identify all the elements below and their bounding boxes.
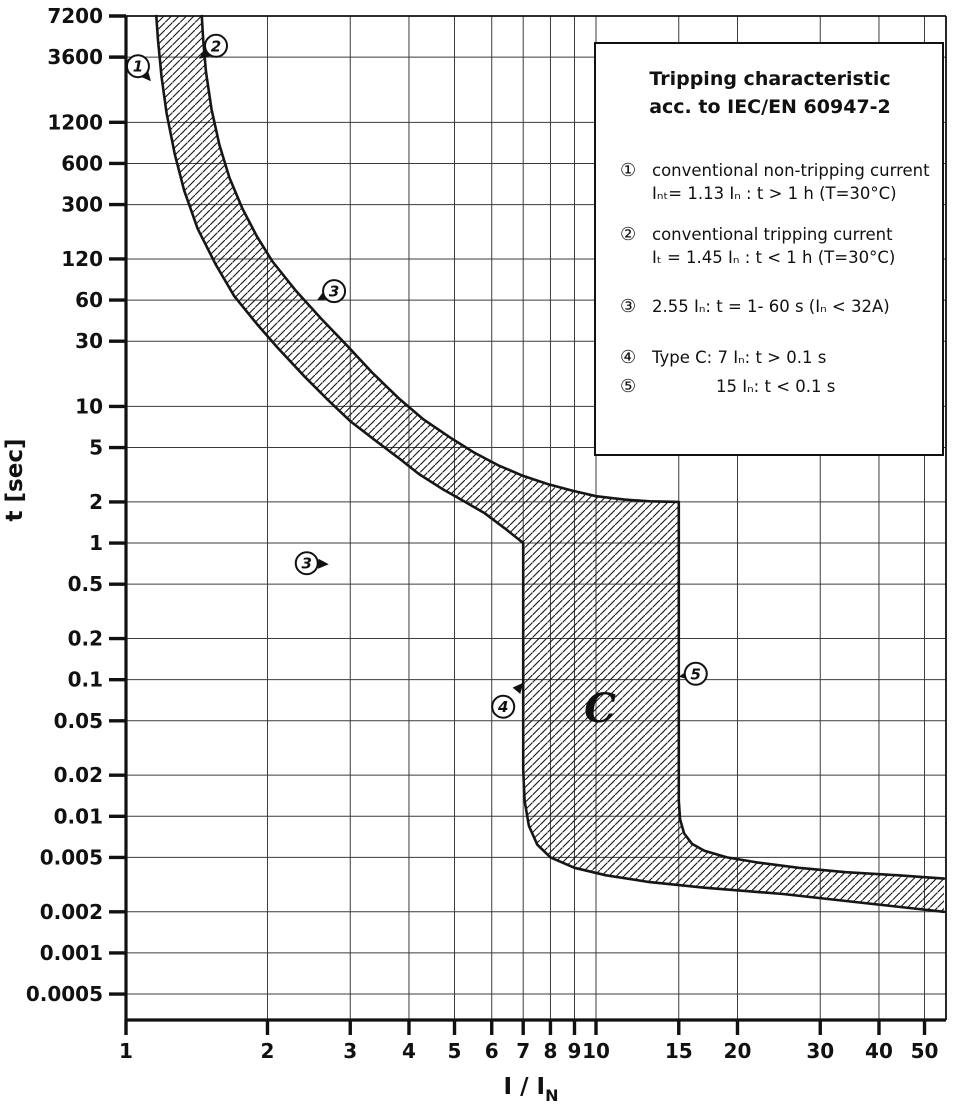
legend-item-3: ③ 2.55 Iₙ: t = 1- 60 s (Iₙ < 32A) [620, 295, 934, 319]
x-tick-label: 8 [543, 1039, 557, 1063]
legend-item-text: 15 Iₙ: t < 0.1 s [652, 375, 835, 398]
tripping-band [155, 14, 946, 914]
x-tick-label: 20 [724, 1039, 752, 1063]
legend-item-number: ⑤ [620, 376, 637, 398]
chart-title-line-1: Tripping characteristic [649, 68, 891, 90]
marker-digit: 5 [691, 665, 701, 683]
y-tick-label: 0.02 [54, 763, 103, 787]
y-tick-label: 1200 [47, 110, 103, 134]
legend-item-2: ② conventional tripping current Iₜ = 1.45 … [620, 223, 934, 269]
legend-item-number: ③ [620, 296, 637, 318]
legend-item-1: ① conventional non-tripping current Iₙₜ= 1… [620, 159, 934, 205]
y-tick-label: 300 [61, 193, 103, 217]
legend-items: ① conventional non-tripping current Iₙₜ= 1… [620, 159, 934, 399]
y-tick-label: 0.005 [40, 845, 103, 869]
legend-item-number: ① [620, 160, 637, 182]
legend-item-line: 15 Iₙ: t < 0.1 s [716, 377, 836, 397]
marker-digit: 1 [133, 58, 143, 76]
legend-item-line: Iₙₜ= 1.13 Iₙ : t > 1 h (T=30°C) [652, 184, 897, 204]
y-tick-label: 0.01 [54, 804, 103, 828]
x-tick-label: 3 [343, 1039, 357, 1063]
marker-circle [125, 54, 150, 79]
y-tick-label: 2 [89, 490, 103, 514]
marker-pointer-triangle [199, 48, 211, 59]
x-tick-label: 6 [485, 1039, 499, 1063]
legend-item-text: conventional tripping current Iₜ = 1.45 I… [652, 223, 895, 269]
y-axis-label: t [sec] [2, 439, 28, 522]
x-tick-label: 50 [911, 1039, 939, 1063]
y-tick-label: 0.05 [54, 709, 103, 733]
x-tick-label: 4 [402, 1039, 416, 1063]
legend-item-line: 2.55 Iₙ: t = 1- 60 s (Iₙ < 32A) [652, 297, 890, 317]
marker-pointer-triangle [512, 682, 524, 694]
legend-box: Tripping characteristic acc. to IEC/EN 6… [594, 42, 944, 456]
y-tick-label: 600 [61, 151, 103, 175]
y-tick-label: 10 [75, 394, 103, 418]
curve-type-letter: C [584, 685, 616, 732]
marker-circle [322, 279, 347, 304]
y-tick-label: 3600 [47, 45, 103, 69]
y-tick-label: 0.002 [40, 900, 103, 924]
y-tick-label: 60 [75, 288, 103, 312]
chart-title-line-2: acc. to IEC/EN 60947-2 [649, 95, 891, 118]
y-tick-label: 0.0005 [26, 982, 103, 1006]
marker-digit: 3 [302, 555, 312, 573]
marker-circle [204, 33, 229, 58]
x-axis-label-main: I / I [504, 1074, 546, 1100]
y-tick-label: 120 [61, 247, 103, 271]
band-lower-boundary [155, 14, 946, 914]
marker-circle [294, 551, 319, 576]
legend-item-line: conventional non-tripping current [652, 161, 930, 181]
x-tick-label: 9 [568, 1039, 582, 1063]
axis-ticks: 7200360012006003001206030105210.50.20.10… [26, 4, 939, 1063]
x-tick-label: 15 [665, 1039, 693, 1063]
y-tick-label: 0.001 [40, 941, 103, 965]
x-tick-label: 30 [806, 1039, 834, 1063]
x-tick-label: 40 [865, 1039, 893, 1063]
x-tick-label: 5 [448, 1039, 462, 1063]
y-tick-label: 30 [75, 329, 103, 353]
legend-item-line: Iₜ = 1.45 Iₙ : t < 1 h (T=30°C) [652, 248, 896, 268]
legend-item-line: Type C: 7 Iₙ: t > 0.1 s [652, 347, 827, 367]
x-tick-label: 10 [582, 1039, 610, 1063]
y-tick-label: 0.2 [68, 627, 103, 651]
y-tick-label: 5 [89, 436, 103, 460]
legend-item-text: Type C: 7 Iₙ: t > 0.1 s [652, 346, 826, 369]
x-tick-label: 1 [119, 1039, 133, 1063]
x-tick-label: 2 [261, 1039, 275, 1063]
marker-digit: 3 [329, 283, 339, 301]
legend-item-text: 2.55 Iₙ: t = 1- 60 s (Iₙ < 32A) [652, 295, 890, 318]
legend-item-number: ④ [620, 346, 637, 368]
marker-circle [491, 694, 516, 719]
marker-digit: 2 [211, 37, 221, 55]
x-tick-label: 7 [516, 1039, 530, 1063]
curve-markers: 1 2 3 3 4 5 C [125, 33, 708, 732]
marker-pointer-triangle [318, 558, 329, 569]
x-axis-label: I / IN [504, 1074, 559, 1105]
x-axis-label-subscript: N [545, 1086, 558, 1105]
chart-title: Tripping characteristic acc. to IEC/EN 6… [620, 66, 920, 121]
legend-item-5: ⑤ 15 Iₙ: t < 0.1 s [620, 375, 934, 399]
marker-digit: 4 [497, 698, 508, 716]
legend-item-line: conventional tripping current [652, 225, 893, 245]
marker-circle [683, 661, 708, 686]
y-tick-label: 7200 [47, 4, 103, 28]
marker-pointer-triangle [140, 69, 151, 82]
y-tick-label: 0.5 [68, 572, 103, 596]
band-upper-boundary [200, 14, 946, 880]
legend-item-number: ② [620, 224, 637, 246]
legend-item-text: conventional non-tripping current Iₙₜ= 1.… [652, 159, 930, 205]
y-tick-label: 1 [89, 531, 103, 555]
plot-frame [124, 15, 947, 1022]
y-tick-label: 0.1 [68, 668, 103, 692]
band-hatch-fill [156, 16, 945, 912]
legend-item-4: ④ Type C: 7 Iₙ: t > 0.1 s [620, 346, 934, 370]
